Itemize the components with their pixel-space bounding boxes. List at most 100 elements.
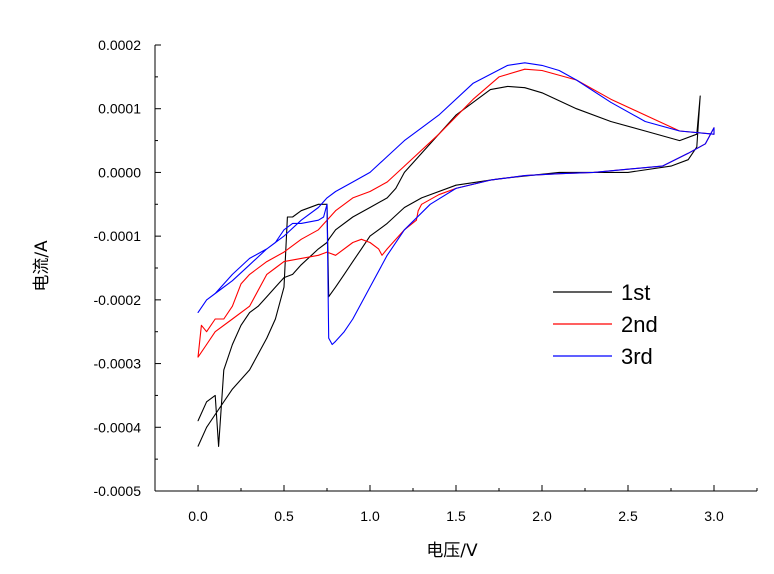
data-point bbox=[610, 101, 612, 103]
data-point bbox=[687, 159, 689, 161]
data-point bbox=[326, 203, 328, 205]
data-point bbox=[249, 264, 251, 266]
data-point bbox=[404, 165, 405, 167]
data-point bbox=[524, 175, 526, 177]
x-tick-label: 0.0 bbox=[188, 508, 208, 524]
y-tick-label: 0.0000 bbox=[98, 164, 141, 180]
data-point bbox=[386, 254, 388, 256]
data-point bbox=[679, 130, 680, 132]
data-point bbox=[455, 187, 457, 189]
data-point bbox=[404, 229, 405, 231]
data-point bbox=[300, 238, 302, 240]
data-point bbox=[472, 82, 474, 84]
data-point bbox=[361, 248, 362, 250]
data-point bbox=[206, 344, 208, 345]
data-point bbox=[352, 261, 354, 263]
data-point bbox=[670, 165, 672, 167]
data-point bbox=[318, 229, 319, 231]
data-point bbox=[283, 229, 285, 231]
data-point bbox=[335, 340, 336, 342]
data-point bbox=[283, 261, 285, 263]
data-point bbox=[438, 133, 440, 135]
data-point bbox=[627, 168, 629, 170]
data-point bbox=[300, 210, 302, 212]
data-point bbox=[576, 108, 577, 110]
data-point bbox=[240, 324, 242, 326]
data-point bbox=[386, 223, 388, 224]
data-point bbox=[249, 305, 251, 307]
data-point bbox=[352, 242, 354, 243]
data-point bbox=[378, 248, 379, 250]
data-point bbox=[421, 203, 422, 205]
data-point bbox=[455, 114, 457, 116]
legend-label-3rd: 3rd bbox=[621, 344, 653, 369]
data-point bbox=[404, 172, 405, 173]
series-layer bbox=[197, 62, 715, 447]
data-point bbox=[335, 254, 336, 256]
data-point bbox=[378, 229, 379, 231]
data-point bbox=[275, 242, 276, 243]
data-point bbox=[275, 286, 276, 288]
data-point bbox=[218, 446, 220, 447]
data-point bbox=[416, 219, 417, 221]
y-tick-label: -0.0005 bbox=[94, 483, 142, 499]
x-tick-label: 2.5 bbox=[618, 508, 638, 524]
data-point bbox=[214, 414, 216, 415]
data-point bbox=[343, 331, 345, 333]
data-point bbox=[300, 219, 302, 221]
data-point bbox=[343, 273, 345, 275]
data-point bbox=[328, 337, 330, 339]
data-point bbox=[576, 79, 577, 81]
data-point bbox=[541, 92, 543, 94]
data-point bbox=[610, 121, 612, 122]
data-point bbox=[541, 70, 543, 71]
data-point bbox=[318, 254, 319, 256]
data-point bbox=[206, 401, 208, 403]
data-point bbox=[507, 86, 508, 87]
data-point bbox=[352, 318, 354, 320]
data-point bbox=[326, 197, 328, 199]
x-axis-title: 电压/V bbox=[426, 541, 478, 561]
data-point bbox=[386, 248, 388, 250]
y-tick-label: 0.0002 bbox=[98, 37, 141, 53]
x-tick-label: 1.0 bbox=[360, 508, 380, 524]
data-point bbox=[713, 133, 715, 135]
series-1st bbox=[197, 85, 701, 447]
y-tick-label: -0.0003 bbox=[94, 356, 142, 372]
data-point bbox=[328, 238, 330, 240]
data-point bbox=[292, 216, 293, 218]
series-3rd bbox=[197, 62, 715, 346]
data-point bbox=[266, 296, 268, 298]
data-point bbox=[541, 64, 543, 66]
data-point bbox=[300, 258, 302, 259]
data-point bbox=[490, 89, 491, 90]
data-point bbox=[644, 130, 646, 132]
data-point bbox=[283, 235, 285, 237]
data-point bbox=[558, 173, 560, 175]
data-point bbox=[369, 286, 371, 288]
data-point bbox=[232, 388, 233, 390]
series-line-1st bbox=[197, 85, 701, 447]
data-point bbox=[429, 203, 431, 205]
data-point bbox=[335, 210, 336, 212]
data-point bbox=[687, 152, 689, 154]
data-point bbox=[369, 191, 371, 192]
data-point bbox=[266, 273, 268, 275]
data-point bbox=[300, 264, 302, 266]
data-point bbox=[705, 143, 706, 145]
data-point bbox=[662, 165, 663, 167]
data-point bbox=[352, 216, 354, 218]
data-point bbox=[275, 318, 276, 320]
data-point bbox=[335, 191, 336, 192]
data-point bbox=[283, 277, 285, 278]
data-point bbox=[292, 223, 293, 224]
data-point bbox=[404, 140, 405, 141]
data-point bbox=[696, 133, 698, 135]
data-point bbox=[266, 261, 268, 263]
data-point bbox=[214, 293, 216, 294]
data-point bbox=[292, 273, 293, 275]
data-point bbox=[558, 172, 560, 173]
data-point bbox=[644, 114, 646, 116]
series-line-3rd bbox=[197, 62, 715, 346]
